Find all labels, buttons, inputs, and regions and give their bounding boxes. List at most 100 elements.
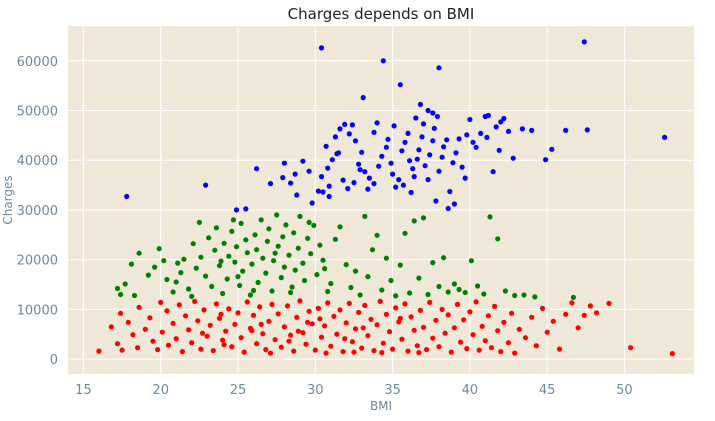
scatter-point	[190, 241, 196, 247]
scatter-point	[383, 311, 389, 317]
scatter-point	[292, 267, 298, 273]
scatter-point	[346, 300, 352, 306]
scatter-point	[178, 270, 184, 276]
scatter-point	[431, 125, 437, 131]
scatter-point	[459, 164, 465, 170]
scatter-point	[325, 165, 331, 171]
scatter-point	[232, 259, 238, 265]
scatter-point	[340, 349, 346, 355]
scatter-point	[383, 144, 389, 150]
scatter-point	[329, 157, 335, 163]
scatter-point	[340, 177, 346, 183]
scatter-point	[543, 157, 549, 163]
scatter-point	[159, 329, 165, 335]
scatter-point	[196, 219, 202, 225]
scatter-point	[342, 121, 348, 127]
scatter-point	[569, 300, 575, 306]
scatter-point	[484, 134, 490, 140]
scatter-point	[272, 250, 278, 256]
scatter-point	[439, 306, 445, 312]
scatter-point	[173, 279, 179, 285]
scatter-point	[570, 294, 577, 300]
scatter-point	[221, 240, 227, 246]
scatter-point	[563, 127, 569, 133]
scatter-point	[379, 287, 385, 293]
scatter-point	[462, 175, 468, 181]
scatter-point	[441, 144, 447, 150]
scatter-point	[408, 189, 414, 196]
scatter-point	[216, 263, 223, 269]
scatter-point	[125, 319, 131, 325]
scatter-point	[532, 294, 538, 300]
scatter-point	[606, 300, 612, 306]
scatter-point	[362, 169, 368, 175]
scatter-point	[328, 343, 334, 349]
scatter-point	[439, 154, 445, 160]
scatter-point	[235, 274, 241, 280]
scatter-point	[206, 235, 212, 241]
scatter-point	[462, 289, 468, 296]
scatter-point	[281, 324, 287, 330]
scatter-point	[433, 317, 439, 323]
scatter-point	[254, 247, 260, 253]
scatter-point	[170, 320, 176, 326]
scatter-point	[278, 344, 284, 350]
scatter-point	[322, 266, 328, 272]
scatter-point	[450, 160, 456, 166]
y-tick-label: 20000	[17, 254, 58, 269]
scatter-point	[176, 302, 182, 308]
x-tick-label: 20	[152, 383, 169, 398]
scatter-point	[161, 258, 167, 264]
scatter-point	[318, 45, 325, 51]
scatter-point	[379, 153, 385, 159]
x-tick-label: 50	[616, 383, 633, 398]
scatter-point	[478, 130, 484, 136]
scatter-point	[594, 310, 600, 316]
x-tick-label: 25	[230, 383, 247, 398]
scatter-point	[118, 291, 124, 298]
scatter-point	[131, 292, 138, 299]
scatter-point	[369, 247, 376, 253]
scatter-point	[385, 136, 391, 142]
scatter-point	[272, 337, 278, 343]
scatter-point	[393, 184, 399, 190]
scatter-point	[390, 346, 396, 352]
scatter-point	[218, 258, 224, 264]
scatter-point	[320, 257, 326, 263]
scatter-point	[470, 139, 476, 145]
scatter-point	[451, 325, 457, 331]
scatter-point	[349, 122, 355, 128]
scatter-point	[427, 152, 433, 158]
scatter-point	[108, 324, 114, 330]
scatter-point	[628, 345, 634, 351]
scatter-point	[238, 220, 244, 226]
scatter-point	[501, 319, 507, 325]
scatter-point	[332, 134, 338, 140]
scatter-point	[445, 312, 451, 318]
scatter-point	[249, 261, 255, 267]
scatter-point	[453, 150, 459, 156]
scatter-point	[309, 200, 315, 206]
scatter-point	[475, 283, 481, 289]
scatter-point	[402, 139, 408, 145]
scatter-point	[359, 149, 365, 155]
scatter-point	[490, 169, 496, 175]
scatter-point	[419, 134, 425, 140]
scatter-point	[328, 280, 334, 287]
scatter-point	[448, 349, 454, 355]
scatter-point	[357, 167, 363, 173]
scatter-point	[195, 318, 201, 324]
scatter-point	[224, 276, 230, 282]
scatter-point	[343, 320, 349, 326]
scatter-point	[254, 341, 260, 347]
scatter-point	[292, 171, 298, 177]
scatter-point	[278, 275, 284, 281]
scatter-point	[243, 206, 249, 212]
scatter-point	[556, 346, 563, 352]
scatter-point	[295, 245, 301, 251]
scatter-point	[575, 325, 581, 331]
y-tick-label: 50000	[17, 105, 58, 120]
scatter-point	[337, 126, 343, 132]
scatter-point	[563, 311, 569, 317]
scatter-point	[352, 138, 359, 144]
